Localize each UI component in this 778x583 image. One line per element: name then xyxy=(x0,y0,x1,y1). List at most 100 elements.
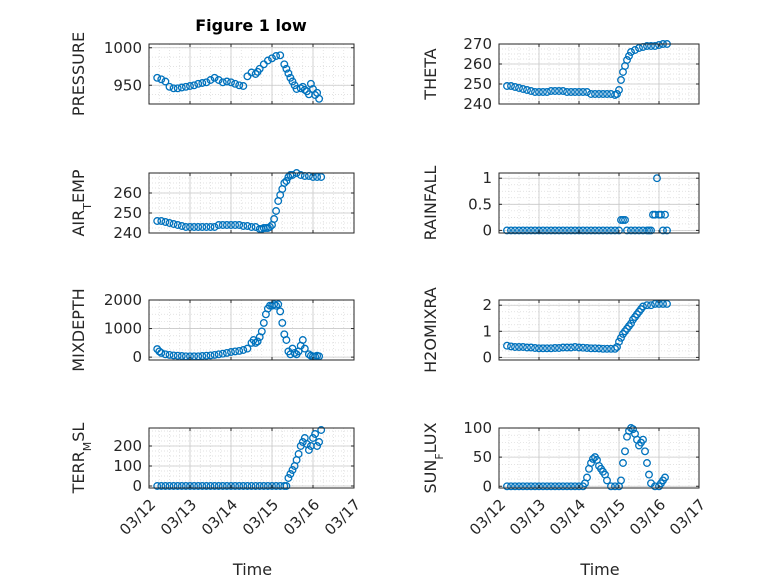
data-point xyxy=(589,454,597,463)
data-point xyxy=(615,337,623,346)
data-point xyxy=(531,226,539,235)
data-point xyxy=(615,86,623,94)
data-point xyxy=(595,226,603,235)
data-point xyxy=(519,343,527,351)
data-point xyxy=(263,482,272,490)
x-tick-label: 03/13 xyxy=(506,496,549,539)
data-point xyxy=(587,344,595,353)
x-tick-label: 03/16 xyxy=(280,496,323,539)
data-point xyxy=(282,482,291,490)
data-point xyxy=(653,174,661,183)
data-point xyxy=(599,344,607,353)
data-point xyxy=(647,42,655,50)
data-point xyxy=(555,87,563,95)
data-point xyxy=(210,482,219,490)
y-tick-label: 270 xyxy=(463,35,492,53)
data-point xyxy=(157,75,166,84)
y-tick-label: 950 xyxy=(113,76,142,94)
data-point xyxy=(317,426,326,434)
data-point xyxy=(661,473,669,482)
data-point xyxy=(210,350,219,359)
data-point xyxy=(603,344,611,353)
data-point xyxy=(547,226,555,235)
y-tick-label: 0 xyxy=(482,221,492,239)
data-point xyxy=(251,70,260,78)
data-point xyxy=(515,84,523,92)
data-point xyxy=(631,46,639,54)
y-tick-label: 240 xyxy=(463,95,492,113)
axes-frame xyxy=(148,43,355,105)
data-point xyxy=(198,79,207,87)
data-point xyxy=(583,226,591,235)
data-point xyxy=(519,226,527,235)
data-point xyxy=(651,42,659,50)
data-point xyxy=(227,221,235,229)
data-point xyxy=(288,344,297,353)
data-point xyxy=(623,226,631,235)
x-tick-label: 03/12 xyxy=(466,496,509,539)
data-point xyxy=(210,73,219,82)
data-point xyxy=(599,90,607,98)
y-axis-label: H2OMIXRA xyxy=(421,287,440,373)
data-point xyxy=(639,302,647,311)
data-point xyxy=(309,434,317,442)
x-tick-label: 03/16 xyxy=(626,496,669,539)
data-point xyxy=(603,226,611,235)
y-tick-label: 0.5 xyxy=(468,195,492,213)
data-point xyxy=(270,300,279,309)
data-point xyxy=(243,222,252,230)
data-point xyxy=(583,344,591,352)
data-point xyxy=(515,343,523,351)
y-axis-label: PRESSURE xyxy=(69,32,88,116)
data-point xyxy=(161,77,170,86)
data-point xyxy=(571,482,579,491)
data-point xyxy=(607,482,615,491)
data-point xyxy=(282,336,291,344)
data-point xyxy=(539,226,547,235)
y-tick-label: 50 xyxy=(473,448,492,466)
data-point xyxy=(169,220,178,228)
data-point xyxy=(190,482,199,490)
data-point xyxy=(603,90,611,98)
data-point xyxy=(579,343,587,352)
data-point xyxy=(519,85,527,93)
data-point xyxy=(202,482,211,490)
data-point xyxy=(611,482,619,491)
data-point xyxy=(177,222,186,230)
data-point xyxy=(559,343,567,352)
data-point xyxy=(507,342,515,351)
data-point xyxy=(173,351,182,360)
data-point xyxy=(571,88,579,96)
data-point xyxy=(282,64,291,73)
data-point xyxy=(627,48,635,56)
data-point xyxy=(206,223,215,231)
data-point xyxy=(575,88,583,96)
data-point xyxy=(619,459,627,467)
data-point xyxy=(227,482,235,490)
data-point xyxy=(259,482,268,490)
data-point xyxy=(507,82,515,90)
data-point xyxy=(304,446,313,454)
data-point xyxy=(511,343,519,351)
data-point xyxy=(547,344,555,353)
x-tick-label: 03/15 xyxy=(239,496,282,539)
y-tick-label: 1000 xyxy=(104,320,142,338)
data-point xyxy=(218,482,227,490)
y-axis-label: THETA xyxy=(421,48,440,100)
data-point xyxy=(627,226,635,235)
data-point xyxy=(290,348,299,357)
y-tick-label: 1000 xyxy=(104,39,142,57)
data-point xyxy=(621,216,629,224)
data-point xyxy=(206,351,215,360)
data-point xyxy=(284,69,293,78)
data-point xyxy=(659,299,667,308)
data-point xyxy=(278,318,287,327)
data-point xyxy=(235,221,244,229)
data-point xyxy=(218,349,227,358)
data-point xyxy=(288,77,297,86)
data-point xyxy=(265,223,274,231)
data-point xyxy=(165,350,174,359)
data-point xyxy=(639,435,647,444)
data-point xyxy=(218,221,227,229)
